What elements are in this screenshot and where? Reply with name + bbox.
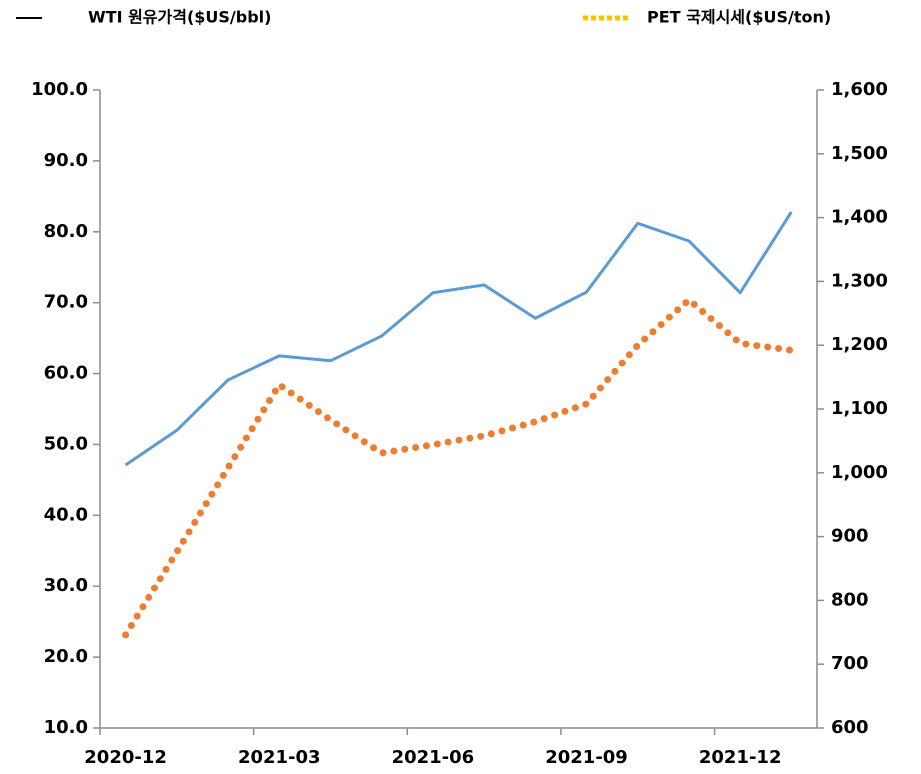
x-tick-label: 2020-12 xyxy=(84,747,167,768)
y2-tick-label: 1,100 xyxy=(831,398,888,419)
y2-tick-label: 1,000 xyxy=(831,462,888,483)
y2-tick-label: 1,200 xyxy=(831,334,888,355)
x-tick-label: 2021-03 xyxy=(238,747,321,768)
series-line xyxy=(124,211,793,467)
x-tick-label: 2021-12 xyxy=(699,747,782,768)
y-tick-label: 80.0 xyxy=(44,221,88,242)
y2-tick-label: 900 xyxy=(831,526,869,547)
y2-tick-label: 600 xyxy=(831,717,869,738)
y2-tick-label: 1,400 xyxy=(831,207,888,228)
y-tick-label: 20.0 xyxy=(44,646,88,667)
y-tick-label: 10.0 xyxy=(44,717,88,738)
y-tick-label: 70.0 xyxy=(44,292,88,313)
y-tick-label: 90.0 xyxy=(44,150,88,171)
y2-tick-label: 1,500 xyxy=(831,143,888,164)
y2-tick-label: 800 xyxy=(831,589,869,610)
y2-tick-label: 1,600 xyxy=(831,79,888,100)
x-tick-label: 2021-06 xyxy=(392,747,475,768)
legend-label: PET 국제시세($US/ton) xyxy=(647,8,831,27)
y-tick-label: 60.0 xyxy=(44,363,88,384)
x-tick-label: 2021-09 xyxy=(545,747,628,768)
y-tick-label: 50.0 xyxy=(44,433,88,454)
y2-tick-label: 1,300 xyxy=(831,270,888,291)
y-tick-label: 40.0 xyxy=(44,504,88,525)
y-tick-label: 30.0 xyxy=(44,575,88,596)
series-line xyxy=(122,295,795,639)
y-tick-label: 100.0 xyxy=(31,79,88,100)
y2-tick-label: 700 xyxy=(831,653,869,674)
legend-label: WTI 원유가격($US/bbl) xyxy=(88,8,271,27)
